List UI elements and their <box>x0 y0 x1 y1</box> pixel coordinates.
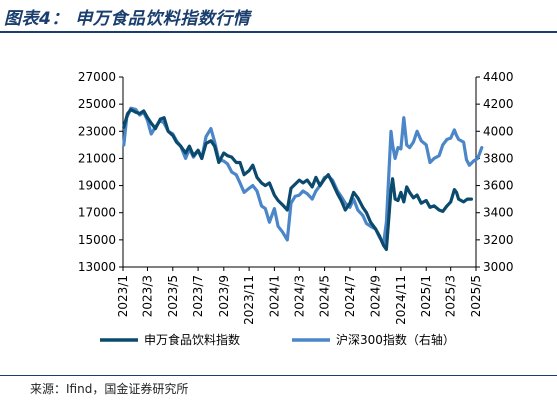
x-tick-label: 2024/7 <box>343 275 357 317</box>
x-tick-label: 2025/1 <box>419 275 433 317</box>
x-tick-label: 2023/11 <box>242 275 256 325</box>
y-right-tick-label: 3400 <box>483 206 514 220</box>
x-tick-label: 2024/3 <box>292 275 306 317</box>
y-right-tick-label: 3600 <box>483 179 514 193</box>
x-tick-label: 2023/1 <box>116 275 130 317</box>
x-tick-label: 2023/7 <box>191 275 205 317</box>
y-right-tick-label: 3000 <box>483 260 514 274</box>
y-right-tick-label: 4400 <box>483 70 514 84</box>
x-tick-label: 2023/3 <box>140 275 154 317</box>
source-divider <box>0 375 557 376</box>
y-right-tick-label: 4000 <box>483 124 514 138</box>
y-left-tick-label: 19000 <box>78 179 116 193</box>
y-right-tick-label: 4200 <box>483 97 514 111</box>
y-right-tick-label: 3800 <box>483 151 514 165</box>
source-note: 来源：Ifind，国金证券研究所 <box>30 382 189 396</box>
legend-label-2: 沪深300指数（右轴） <box>336 332 455 347</box>
x-tick-label: 2024/1 <box>267 275 281 317</box>
x-tick-label: 2025/3 <box>444 275 458 317</box>
y-left-tick-label: 21000 <box>78 151 116 165</box>
y-right-tick-label: 3200 <box>483 233 514 247</box>
x-tick-label: 2023/9 <box>217 275 231 317</box>
x-tick-label: 2023/5 <box>166 275 180 317</box>
y-left-tick-label: 25000 <box>78 97 116 111</box>
y-left-tick-label: 27000 <box>78 70 116 84</box>
title-divider <box>0 31 557 33</box>
x-tick-label: 2024/9 <box>369 275 383 317</box>
y-left-tick-label: 13000 <box>78 260 116 274</box>
x-tick-label: 2025/5 <box>469 275 483 317</box>
line-chart: 13000 15000 17000 19000 21000 23000 25000 27000… <box>78 70 514 347</box>
y-left-tick-label: 15000 <box>78 233 116 247</box>
legend-label-1: 申万食品饮料指数 <box>144 332 240 347</box>
figure-title-row: 图表4： 申万食品饮料指数行情 <box>4 4 251 29</box>
figure-title: 图表4： 申万食品饮料指数行情 <box>4 9 251 29</box>
x-tick-label: 2024/11 <box>394 275 408 325</box>
series-line-1 <box>122 108 473 251</box>
series-line-2 <box>122 106 484 246</box>
x-tick-label: 2024/5 <box>318 275 332 317</box>
y-left-tick-label: 23000 <box>78 124 116 138</box>
y-left-tick-label: 17000 <box>78 206 116 220</box>
